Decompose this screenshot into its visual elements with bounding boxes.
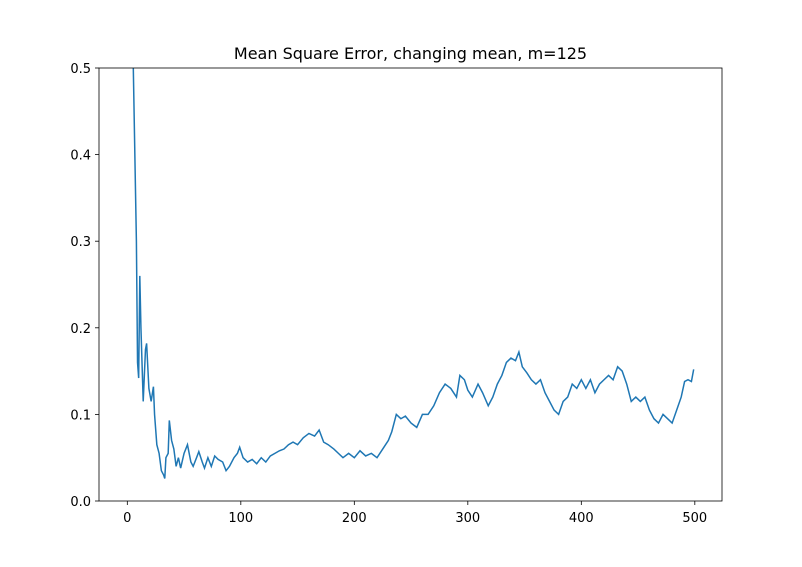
chart-title: Mean Square Error, changing mean, m=125 <box>234 44 587 63</box>
y-tick-label: 0.5 <box>70 62 91 77</box>
y-tick-label: 0.4 <box>70 149 91 164</box>
data-line <box>132 68 695 479</box>
axes-frame <box>98 67 723 502</box>
x-tick-label: 200 <box>342 511 367 526</box>
x-tick-label: 400 <box>569 511 594 526</box>
x-tick-label: 0 <box>123 511 131 526</box>
x-tick-label: 500 <box>682 511 707 526</box>
y-tick-label: 0.1 <box>70 408 91 423</box>
x-tick-label: 100 <box>228 511 253 526</box>
y-tick-label: 0.2 <box>70 322 91 337</box>
y-tick-label: 0.3 <box>70 235 91 250</box>
x-tick-label: 300 <box>455 511 480 526</box>
y-tick-label: 0.0 <box>70 495 91 510</box>
